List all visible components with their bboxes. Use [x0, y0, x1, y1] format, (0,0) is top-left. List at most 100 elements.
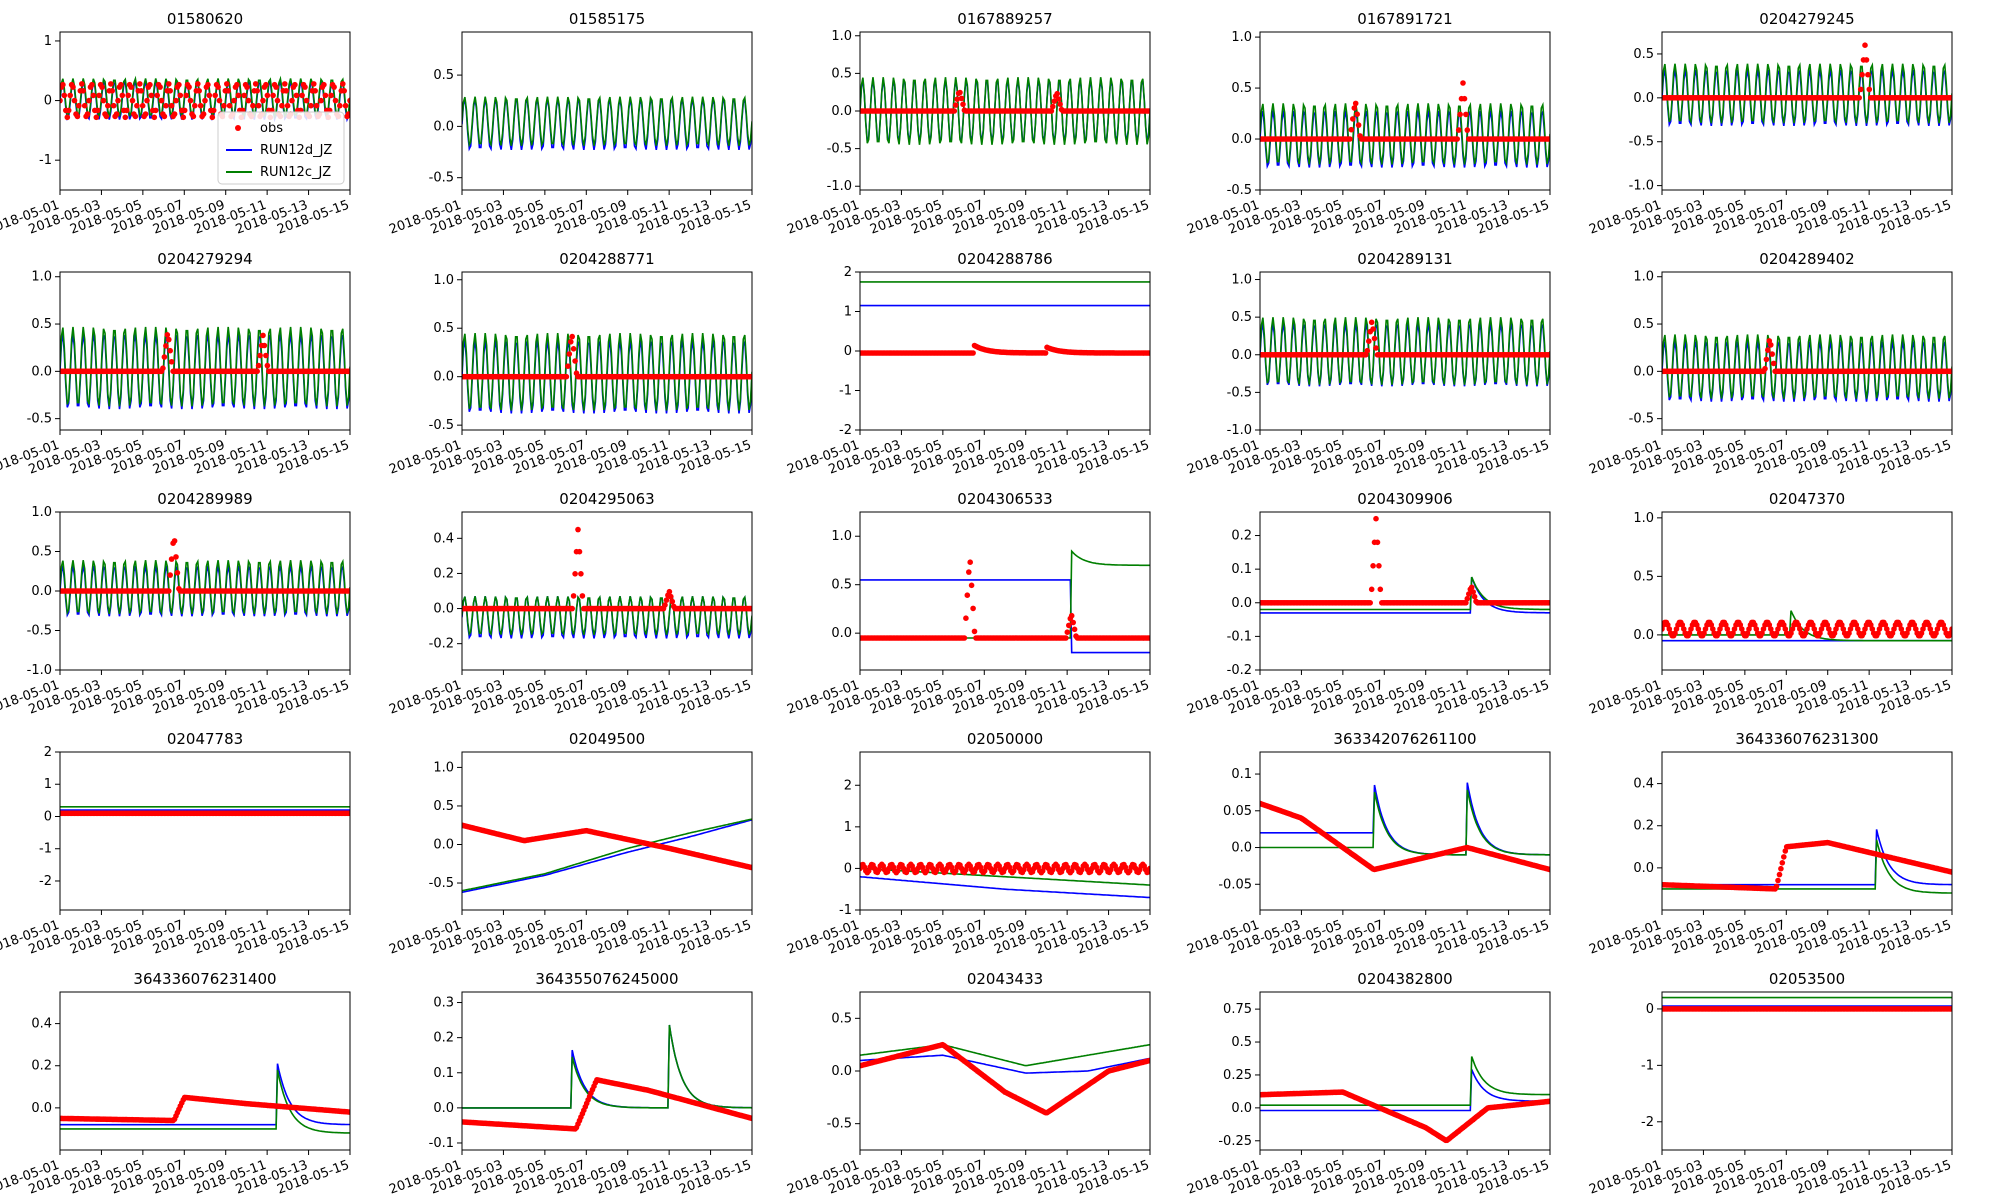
legend-label: RUN12d_JZ: [260, 143, 332, 158]
obs-point: [1768, 342, 1774, 348]
obs-point: [575, 526, 581, 533]
y-tick-label: 0: [44, 94, 52, 109]
obs-point: [255, 362, 262, 369]
obs-point: [749, 373, 752, 380]
subplot-0204295063: 0204295063-0.20.00.20.42018-05-012018-05…: [387, 490, 753, 718]
plot-area: [860, 1041, 1150, 1116]
y-tick-label: -0.5: [429, 171, 454, 186]
obs-point: [328, 92, 334, 99]
y-tick-label: 0.5: [1633, 317, 1654, 332]
subplot-0204288786: 0204288786-2-10122018-05-012018-05-03201…: [785, 250, 1151, 478]
obs-point: [1846, 630, 1852, 636]
y-tick-label: -0.1: [429, 1136, 454, 1151]
obs-point: [181, 107, 188, 114]
plot-area: [60, 806, 350, 817]
obs-point: [1051, 98, 1058, 104]
obs-point: [1547, 866, 1550, 873]
obs-point: [161, 113, 168, 120]
obs-point: [1863, 57, 1870, 63]
obs-point: [347, 97, 350, 104]
series-RUN12c_JZ: [60, 558, 350, 616]
y-tick-label: 0.0: [1633, 91, 1654, 106]
y-tick-label: 1: [44, 777, 52, 792]
obs-point: [1765, 347, 1771, 353]
series-RUN12d_JZ: [1662, 829, 1952, 886]
obs-point: [138, 88, 144, 94]
y-tick-label: 1.0: [1633, 511, 1654, 526]
obs-point: [1352, 100, 1359, 107]
obs-point: [122, 114, 129, 121]
obs-point: [167, 572, 173, 578]
y-tick-label: 0.0: [31, 364, 52, 379]
y-tick-label: 0.1: [1231, 562, 1252, 577]
obs-point: [60, 97, 63, 104]
obs-point: [347, 588, 350, 594]
obs-point: [257, 352, 263, 359]
series-RUN12d_JZ: [860, 579, 1150, 654]
obs-point: [264, 92, 271, 99]
obs-point: [337, 102, 343, 109]
subplot-01580620: 01580620-1012018-05-012018-05-032018-05-…: [0, 10, 351, 238]
subplot-title: 0204306533: [957, 490, 1052, 508]
y-tick-label: 1: [844, 820, 852, 835]
obs-point: [570, 346, 577, 352]
subplot-0204289402: 0204289402-0.50.00.51.02018-05-012018-05…: [1587, 250, 1953, 478]
series-obs: [462, 1077, 752, 1132]
y-tick-label: -0.5: [429, 876, 454, 891]
obs-point: [173, 554, 179, 560]
obs-point: [250, 102, 256, 109]
obs-point: [113, 111, 120, 117]
obs-point: [168, 359, 175, 365]
plot-area: [1260, 80, 1550, 170]
axes-frame: [1661, 31, 1953, 191]
obs-point: [212, 92, 218, 99]
y-tick-label: -0.5: [1227, 385, 1252, 400]
obs-point: [970, 350, 976, 356]
series-obs: [462, 333, 752, 380]
obs-point: [195, 81, 201, 87]
obs-point: [76, 102, 82, 109]
subplot-title: 364336076231400: [133, 970, 276, 988]
obs-point: [167, 347, 173, 354]
subplot-title: 02043433: [967, 970, 1043, 988]
y-tick-label: 0.5: [1633, 569, 1654, 584]
obs-point: [1350, 116, 1356, 122]
obs-point: [71, 97, 78, 104]
y-tick-label: 0.2: [1633, 819, 1654, 834]
obs-point: [167, 88, 173, 94]
obs-point: [186, 84, 192, 90]
obs-point: [1763, 356, 1770, 363]
subplot-0204279245: 0204279245-1.0-0.50.00.52018-05-012018-0…: [1587, 10, 1953, 238]
obs-point: [60, 81, 66, 88]
obs-point: [1374, 539, 1381, 546]
obs-point: [157, 84, 163, 90]
subplot-0204306533: 02043065330.00.51.02018-05-012018-05-032…: [785, 490, 1151, 718]
obs-point: [206, 92, 213, 99]
obs-point: [1802, 630, 1809, 636]
obs-point: [1463, 111, 1469, 118]
obs-point: [954, 96, 960, 102]
subplot-title: 0167891721: [1357, 10, 1452, 28]
obs-point: [1147, 635, 1150, 641]
subplot-title: 0204289402: [1759, 250, 1854, 268]
obs-point: [347, 368, 350, 375]
obs-point: [566, 351, 573, 357]
y-tick-label: 1.0: [831, 29, 852, 44]
obs-point: [1773, 883, 1780, 890]
obs-point: [1454, 136, 1460, 142]
series-obs: [860, 559, 1150, 641]
obs-point: [94, 107, 101, 114]
obs-point: [171, 111, 178, 117]
obs-point: [144, 97, 150, 104]
subplot-title: 0204288786: [957, 250, 1052, 268]
obs-point: [1348, 126, 1355, 133]
y-tick-label: 0: [844, 344, 852, 359]
y-tick-label: 0: [844, 861, 852, 876]
obs-point: [196, 88, 202, 94]
obs-point: [1781, 854, 1787, 860]
obs-point: [1470, 589, 1476, 595]
obs-point: [1147, 350, 1150, 356]
obs-point: [1686, 630, 1693, 636]
obs-point: [1457, 111, 1463, 118]
y-tick-label: -0.2: [429, 637, 454, 652]
